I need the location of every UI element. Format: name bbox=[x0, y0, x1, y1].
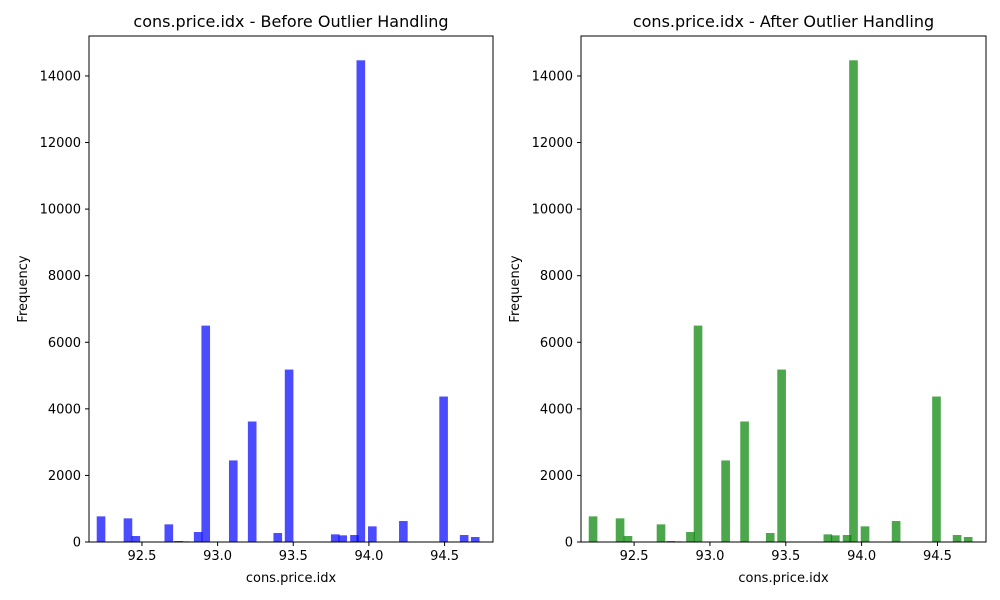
y-tick-label: 8000 bbox=[48, 269, 81, 284]
histogram-bar bbox=[228, 460, 238, 542]
chart-title: cons.price.idx - Before Outlier Handling bbox=[133, 12, 448, 31]
y-axis-label: Frequency bbox=[16, 255, 31, 322]
histogram-bar bbox=[330, 534, 340, 542]
histogram-panel-after: cons.price.idx - After Outlier Handling … bbox=[508, 12, 987, 586]
histogram-bar bbox=[350, 535, 359, 542]
x-tick-label: 92.5 bbox=[620, 549, 649, 564]
x-tick-label: 92.5 bbox=[127, 549, 156, 564]
histogram-bar bbox=[830, 535, 840, 542]
histogram-bar bbox=[588, 516, 598, 542]
y-tick-label: 0 bbox=[73, 536, 81, 551]
x-axis-label: cons.price.idx bbox=[738, 571, 829, 586]
histogram-bar bbox=[777, 369, 786, 542]
histogram-bar bbox=[693, 325, 703, 542]
histogram-bar bbox=[952, 535, 962, 542]
histogram-bar bbox=[849, 60, 858, 542]
histogram-bar bbox=[740, 421, 749, 542]
x-tick-label: 94.0 bbox=[354, 549, 383, 564]
histogram-bar bbox=[891, 521, 901, 542]
histogram-bar bbox=[823, 534, 833, 542]
histogram-bar bbox=[131, 536, 141, 542]
histogram-bar bbox=[470, 537, 480, 542]
y-tick-label: 2000 bbox=[48, 469, 81, 484]
y-axis-label: Frequency bbox=[508, 255, 523, 322]
histogram-bar bbox=[368, 526, 377, 542]
y-tick-label: 10000 bbox=[40, 203, 81, 218]
y-tick-label: 0 bbox=[565, 536, 573, 551]
y-tick-label: 6000 bbox=[48, 336, 81, 351]
histogram-bar bbox=[356, 60, 366, 542]
histogram-bar bbox=[273, 533, 283, 542]
x-tick-label: 93.5 bbox=[771, 549, 800, 564]
y-tick-label: 14000 bbox=[532, 69, 573, 84]
y-tick-label: 2000 bbox=[540, 469, 573, 484]
axes-frame bbox=[88, 35, 494, 543]
histogram-bar bbox=[123, 518, 133, 542]
histogram-bar bbox=[623, 536, 633, 542]
x-tick-label: 93.0 bbox=[203, 549, 232, 564]
histogram-bar bbox=[765, 533, 775, 542]
histogram-bar bbox=[399, 521, 408, 542]
y-tick-label: 14000 bbox=[40, 69, 81, 84]
axes-frame bbox=[580, 35, 987, 543]
histogram-bar bbox=[615, 518, 625, 542]
histogram-bar bbox=[338, 535, 347, 542]
histogram-bar bbox=[656, 524, 666, 542]
histogram-bar bbox=[686, 532, 695, 542]
histogram-bar bbox=[439, 396, 448, 542]
y-tick-label: 12000 bbox=[532, 136, 573, 151]
y-tick-label: 12000 bbox=[40, 136, 81, 151]
x-tick-label: 94.0 bbox=[847, 549, 876, 564]
histogram-bar bbox=[247, 421, 257, 542]
y-tick-label: 6000 bbox=[540, 336, 573, 351]
x-axis-label: cons.price.idx bbox=[246, 571, 337, 586]
histogram-bar bbox=[193, 532, 203, 542]
x-tick-label: 94.5 bbox=[430, 549, 459, 564]
histogram-bar bbox=[96, 516, 106, 542]
histogram-bar bbox=[201, 325, 211, 542]
y-tick-label: 4000 bbox=[48, 402, 81, 417]
chart-title: cons.price.idx - After Outlier Handling bbox=[633, 12, 934, 31]
histogram-panel-before: cons.price.idx - Before Outlier Handling… bbox=[16, 12, 494, 586]
histogram-bar bbox=[932, 396, 941, 542]
histogram-bar bbox=[860, 526, 870, 542]
histogram-bar bbox=[164, 524, 174, 542]
histogram-bar bbox=[963, 537, 973, 542]
y-tick-label: 4000 bbox=[540, 402, 573, 417]
x-tick-label: 93.5 bbox=[279, 549, 308, 564]
histogram-bar bbox=[459, 535, 469, 542]
histogram-bar bbox=[284, 369, 294, 542]
histogram-bar bbox=[842, 535, 852, 542]
histogram-bar bbox=[721, 460, 730, 542]
y-tick-label: 8000 bbox=[540, 269, 573, 284]
x-tick-label: 94.5 bbox=[923, 549, 952, 564]
x-tick-label: 93.0 bbox=[695, 549, 724, 564]
y-tick-label: 10000 bbox=[532, 203, 573, 218]
